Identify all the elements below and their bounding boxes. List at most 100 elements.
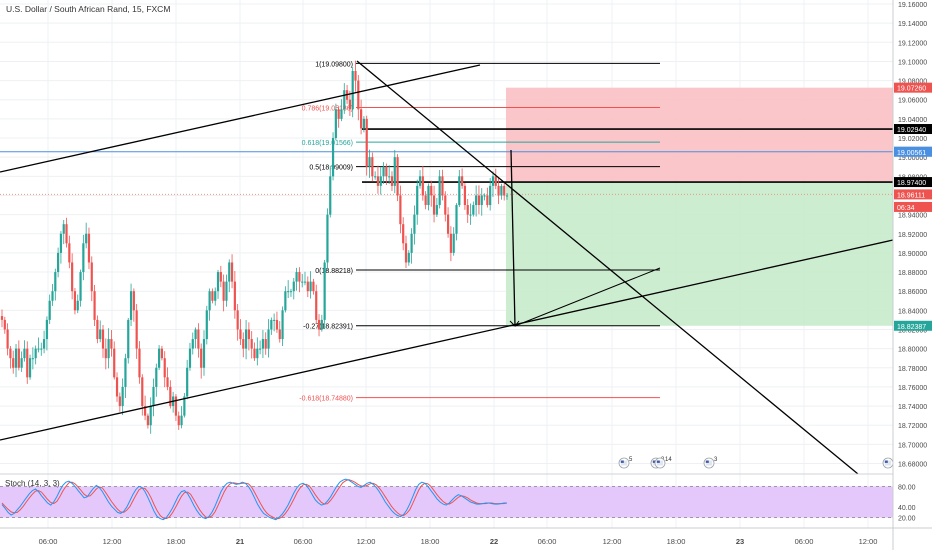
candle-body — [65, 224, 68, 244]
event-flag-stripe — [620, 460, 628, 466]
candle-body — [475, 195, 478, 206]
time-tick-label: 12:00 — [357, 537, 376, 546]
candle-body — [236, 310, 239, 330]
candle-body — [402, 224, 405, 244]
candle-body — [326, 214, 329, 263]
candle-body — [158, 348, 161, 368]
candle-body — [351, 71, 354, 110]
time-tick-label: 21 — [236, 537, 244, 546]
candle-body — [160, 348, 164, 359]
candle-body — [320, 319, 323, 330]
candle-body — [295, 272, 298, 282]
candle-body — [155, 367, 158, 387]
trend-lines[interactable] — [0, 60, 894, 475]
candle-body — [42, 339, 46, 349]
price-tick-label: 18.84000 — [898, 308, 927, 315]
fib-level-label: 1(19.09800) — [315, 61, 353, 68]
diagonal-downtrend-line — [356, 60, 859, 475]
fib-level-label: -0.618(18.74880) — [299, 396, 353, 403]
economic-events[interactable]: 53143 — [618, 457, 894, 469]
channel-support-line — [0, 239, 894, 441]
price-tick-label: 18.78000 — [898, 366, 927, 373]
horizontal-lines — [0, 128, 893, 195]
event-count: 5 — [629, 457, 633, 463]
time-tick-label: 18:00 — [667, 537, 686, 546]
candle-body — [200, 348, 203, 368]
event-count: 14 — [665, 457, 672, 463]
candle-body — [104, 348, 107, 359]
candle-body — [486, 195, 489, 206]
candle-body — [418, 176, 422, 186]
candle-body — [250, 339, 253, 349]
candle-body — [152, 386, 155, 407]
fib-level-label: 0.618(19.01566) — [302, 140, 353, 147]
time-tick-label: 23 — [736, 537, 744, 546]
candle-body — [129, 291, 133, 320]
candle-body — [183, 396, 186, 416]
candle-body — [273, 319, 276, 321]
candle-body — [432, 195, 436, 215]
price-tick-label: 19.08000 — [898, 79, 927, 86]
stop-loss-zone — [506, 87, 893, 183]
candle-body — [421, 176, 424, 196]
position-zones — [506, 87, 893, 326]
candle-body — [284, 291, 287, 311]
candle-body — [348, 99, 351, 110]
candle-body — [82, 243, 85, 273]
candle-body — [343, 90, 346, 110]
candle-body — [101, 329, 105, 349]
price-tick-label: 18.70000 — [898, 442, 927, 449]
candle-body — [230, 262, 234, 282]
candle-body — [48, 300, 51, 320]
candle-body — [275, 319, 279, 330]
candle-body — [404, 243, 408, 263]
chart-title: U.S. Dollar / South African Rand, 15, FX… — [6, 4, 170, 14]
candle-body — [62, 224, 65, 234]
candle-body — [68, 243, 71, 263]
price-tick-label: 19.12000 — [898, 40, 927, 47]
candle-body — [444, 195, 447, 215]
candles — [0, 60, 509, 434]
candle-body — [371, 157, 374, 177]
candle-body — [449, 233, 452, 253]
candle-body — [331, 138, 335, 177]
candle-body — [3, 319, 6, 330]
candle-body — [306, 281, 309, 292]
candle-body — [261, 339, 265, 349]
fibonacci-retracement[interactable]: 1(19.09800) 0.786(19.05186) 0.618(19.01566… — [299, 61, 660, 403]
price-label-box — [894, 124, 932, 135]
event-flag-stripe — [656, 460, 664, 466]
candle-body — [96, 319, 99, 340]
candle-body — [424, 195, 427, 206]
stoch-tick-label: 40.00 — [898, 505, 916, 512]
price-tick-label: 18.80000 — [898, 347, 927, 354]
price-tick-label: 18.82000 — [898, 327, 927, 334]
candle-body — [264, 339, 267, 349]
price-label-text: 19.07260 — [897, 86, 926, 93]
candle-body — [59, 233, 63, 253]
event-count: 3 — [714, 457, 718, 463]
candle-body — [31, 358, 34, 360]
fib-level-label: 0(18.88218) — [315, 268, 353, 275]
candle-body — [385, 166, 388, 177]
time-axis[interactable]: 06:00 12:00 18:00 21 06:00 12:00 18:00 22 06:00 1… — [39, 537, 878, 546]
take-profit-zone — [506, 182, 893, 326]
candle-body — [244, 329, 248, 349]
price-tick-label: 19.00000 — [898, 155, 927, 162]
candle-body — [309, 281, 312, 292]
candle-body — [99, 329, 102, 340]
stoch-tick-label: 20.00 — [898, 516, 916, 523]
event-flag-canton — [620, 460, 624, 463]
candle-body — [289, 291, 293, 293]
candle-body — [469, 214, 472, 216]
time-tick-label: 06:00 — [795, 537, 814, 546]
candle-body — [57, 252, 60, 273]
candle-body — [413, 214, 416, 234]
candle-body — [477, 195, 481, 206]
candle-body — [12, 358, 15, 368]
candle-body — [472, 205, 475, 215]
projection-leg-1 — [510, 149, 516, 327]
